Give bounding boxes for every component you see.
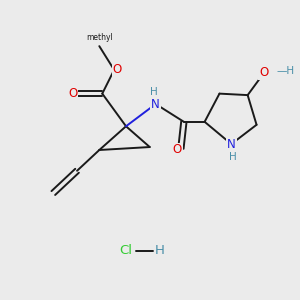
Text: Cl: Cl	[119, 244, 133, 257]
Text: O: O	[260, 66, 268, 80]
Text: O: O	[68, 87, 77, 100]
Text: H: H	[155, 244, 165, 257]
Text: N: N	[151, 98, 160, 110]
Text: O: O	[173, 143, 182, 157]
Text: —H: —H	[276, 66, 295, 76]
Text: H: H	[229, 152, 237, 161]
Text: methyl: methyl	[86, 33, 113, 42]
Text: N: N	[227, 138, 236, 151]
Text: H: H	[150, 86, 158, 97]
Text: O: O	[112, 63, 122, 76]
